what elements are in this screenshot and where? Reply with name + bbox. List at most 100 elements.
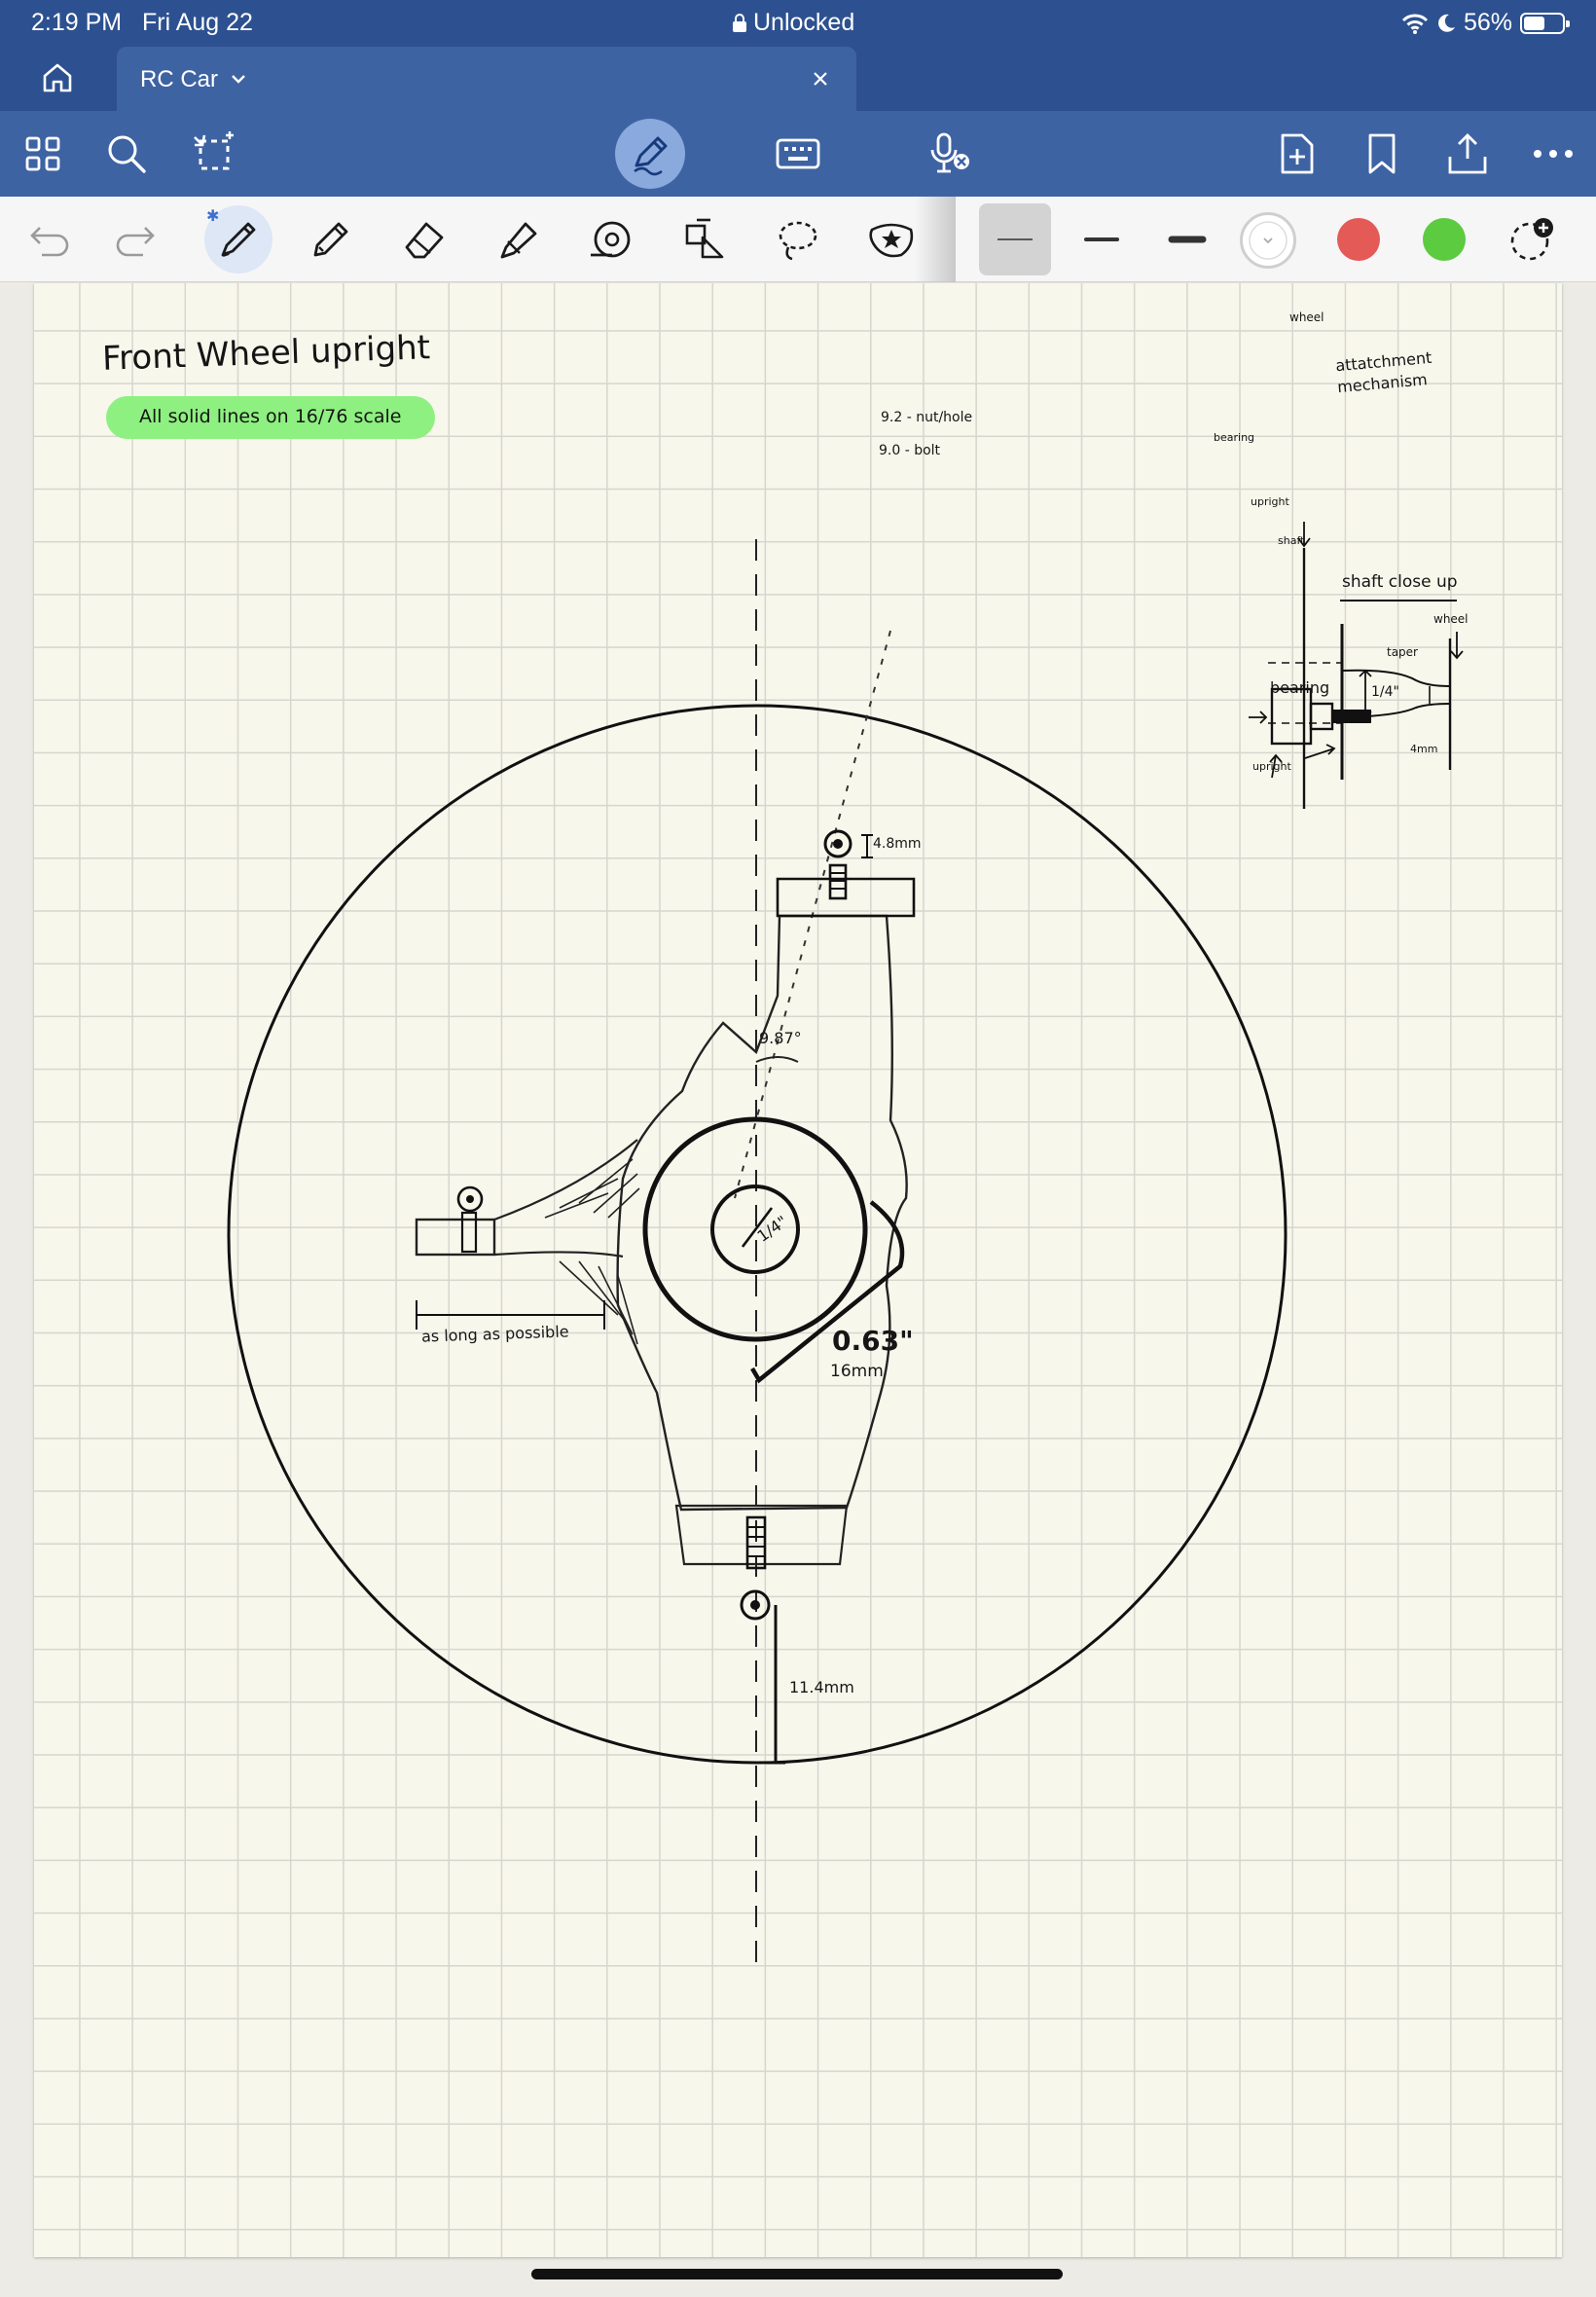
tab-bar: RC Car bbox=[0, 45, 1596, 111]
sticker-icon bbox=[869, 223, 914, 258]
search-icon bbox=[108, 135, 146, 173]
stroke-medium[interactable] bbox=[1066, 203, 1138, 275]
highlighter-tool[interactable] bbox=[489, 210, 547, 269]
bottom-bolt-hatch bbox=[747, 1526, 765, 1557]
medium-line-icon bbox=[1084, 237, 1119, 241]
closeup-taper-label: taper bbox=[1387, 645, 1418, 659]
pencil-icon bbox=[313, 222, 348, 257]
home-indicator bbox=[531, 2269, 1063, 2279]
shapes-icon bbox=[685, 218, 724, 259]
closeup-wheel-arrow bbox=[1450, 632, 1464, 660]
undo-button[interactable] bbox=[21, 210, 80, 269]
detail-upright-arrow bbox=[1269, 753, 1283, 779]
kingpin-axis bbox=[734, 630, 891, 1199]
tools-bar: ✱ bbox=[0, 197, 1596, 282]
tab-rc-car[interactable]: RC Car bbox=[117, 47, 856, 111]
add-page-button[interactable] bbox=[1269, 127, 1324, 181]
redo-icon bbox=[116, 227, 155, 257]
tools-divider bbox=[915, 197, 956, 282]
radius-label: 0.63" bbox=[832, 1325, 914, 1357]
chevron-down-icon bbox=[1249, 221, 1288, 260]
closeup-dim-label: 1/4" bbox=[1371, 684, 1399, 700]
lock-icon bbox=[733, 13, 746, 32]
lasso-select-icon bbox=[194, 131, 234, 170]
tape-icon bbox=[591, 221, 631, 258]
search-button[interactable] bbox=[99, 127, 154, 181]
detail-shaft-label: shaft bbox=[1278, 534, 1305, 547]
pen-mode-button[interactable] bbox=[615, 119, 685, 189]
home-icon bbox=[43, 63, 72, 92]
keyboard-button[interactable] bbox=[771, 127, 825, 181]
detail-bearing-arrow bbox=[1249, 711, 1268, 724]
closeup-shaft-top bbox=[1341, 669, 1451, 687]
bottom-dim-line bbox=[766, 1605, 785, 1765]
top-bolt-core bbox=[833, 839, 843, 849]
detail-bearing-label: bearing bbox=[1214, 431, 1255, 444]
stroke-thick[interactable] bbox=[1151, 203, 1223, 275]
lasso-select-button[interactable] bbox=[187, 127, 241, 181]
arm-upper bbox=[493, 1139, 638, 1221]
pen-tool[interactable] bbox=[204, 205, 272, 273]
color-green[interactable] bbox=[1423, 218, 1466, 261]
pencil-tool[interactable] bbox=[302, 210, 360, 269]
detail-wheel-label: wheel bbox=[1289, 310, 1324, 324]
radius-dimension bbox=[750, 1200, 905, 1384]
top-bolt-dim: 4.8mm bbox=[873, 836, 922, 852]
closeup-small-label: 4mm bbox=[1410, 743, 1438, 755]
close-tab-icon[interactable] bbox=[806, 64, 835, 93]
closeup-dim-arrow bbox=[1359, 669, 1372, 719]
arm-lower bbox=[493, 1251, 624, 1258]
bottom-dim: 11.4mm bbox=[789, 1678, 854, 1696]
arm-dim-line bbox=[416, 1300, 605, 1330]
more-button[interactable] bbox=[1526, 127, 1580, 181]
battery-icon bbox=[1520, 12, 1570, 34]
arm-hatch-bottom bbox=[559, 1260, 638, 1345]
highlight-band bbox=[106, 396, 435, 439]
shapes-tool[interactable] bbox=[675, 210, 734, 269]
thick-line-icon bbox=[1168, 236, 1207, 243]
share-button[interactable] bbox=[1440, 127, 1495, 181]
grid-button[interactable] bbox=[16, 127, 70, 181]
note-canvas[interactable]: Front Wheel upright All solid lines on 1… bbox=[34, 283, 1562, 2257]
bottom-bolt-core bbox=[750, 1600, 760, 1610]
bluetooth-icon: ✱ bbox=[206, 208, 220, 225]
main-toolbar bbox=[0, 111, 1596, 197]
redo-button[interactable] bbox=[105, 210, 163, 269]
top-bolt-hatch bbox=[830, 872, 846, 890]
status-bar: 2:19 PM Fri Aug 22 Unlocked 56% bbox=[0, 0, 1596, 45]
closeup-shaft-bottom bbox=[1341, 703, 1451, 718]
tab-title: RC Car bbox=[140, 66, 219, 92]
arm-bolt-thread bbox=[460, 1211, 478, 1254]
moon-icon bbox=[1438, 14, 1455, 32]
drawing-svg bbox=[106, 396, 1464, 1962]
dictation-button[interactable] bbox=[923, 127, 977, 181]
home-button[interactable] bbox=[35, 58, 80, 97]
pen-icon bbox=[221, 222, 256, 257]
color-white-selected[interactable] bbox=[1240, 212, 1296, 269]
radius-mm: 16mm bbox=[830, 1362, 884, 1381]
share-icon bbox=[1448, 133, 1487, 174]
grid-icon bbox=[25, 136, 60, 171]
closeup-wheel-label: wheel bbox=[1433, 612, 1469, 626]
wifi-icon bbox=[1401, 14, 1429, 34]
chevron-down-icon[interactable] bbox=[230, 64, 247, 93]
status-right: 56% bbox=[1401, 9, 1570, 37]
bookmark-button[interactable] bbox=[1355, 127, 1409, 181]
sticker-tool[interactable] bbox=[862, 210, 921, 269]
eraser-tool[interactable] bbox=[395, 210, 453, 269]
add-color-button[interactable] bbox=[1503, 210, 1561, 269]
undo-icon bbox=[30, 227, 69, 257]
upright-top-cap bbox=[776, 877, 916, 918]
detail-upright-label: upright bbox=[1251, 495, 1289, 508]
tape-tool[interactable] bbox=[582, 210, 640, 269]
top-bolt-dim-line bbox=[861, 834, 873, 858]
closeup-title: shaft close up bbox=[1342, 572, 1458, 592]
lasso-tool[interactable] bbox=[769, 210, 827, 269]
highlighter-icon bbox=[500, 222, 537, 259]
closeup-bearing-label: bearing bbox=[1270, 678, 1330, 697]
bolt-note-1: 9.2 - nut/hole bbox=[881, 410, 973, 425]
stroke-thin[interactable] bbox=[979, 203, 1051, 275]
color-red[interactable] bbox=[1337, 218, 1380, 261]
battery-fill bbox=[1524, 16, 1545, 30]
angle-arc bbox=[755, 1056, 799, 1063]
